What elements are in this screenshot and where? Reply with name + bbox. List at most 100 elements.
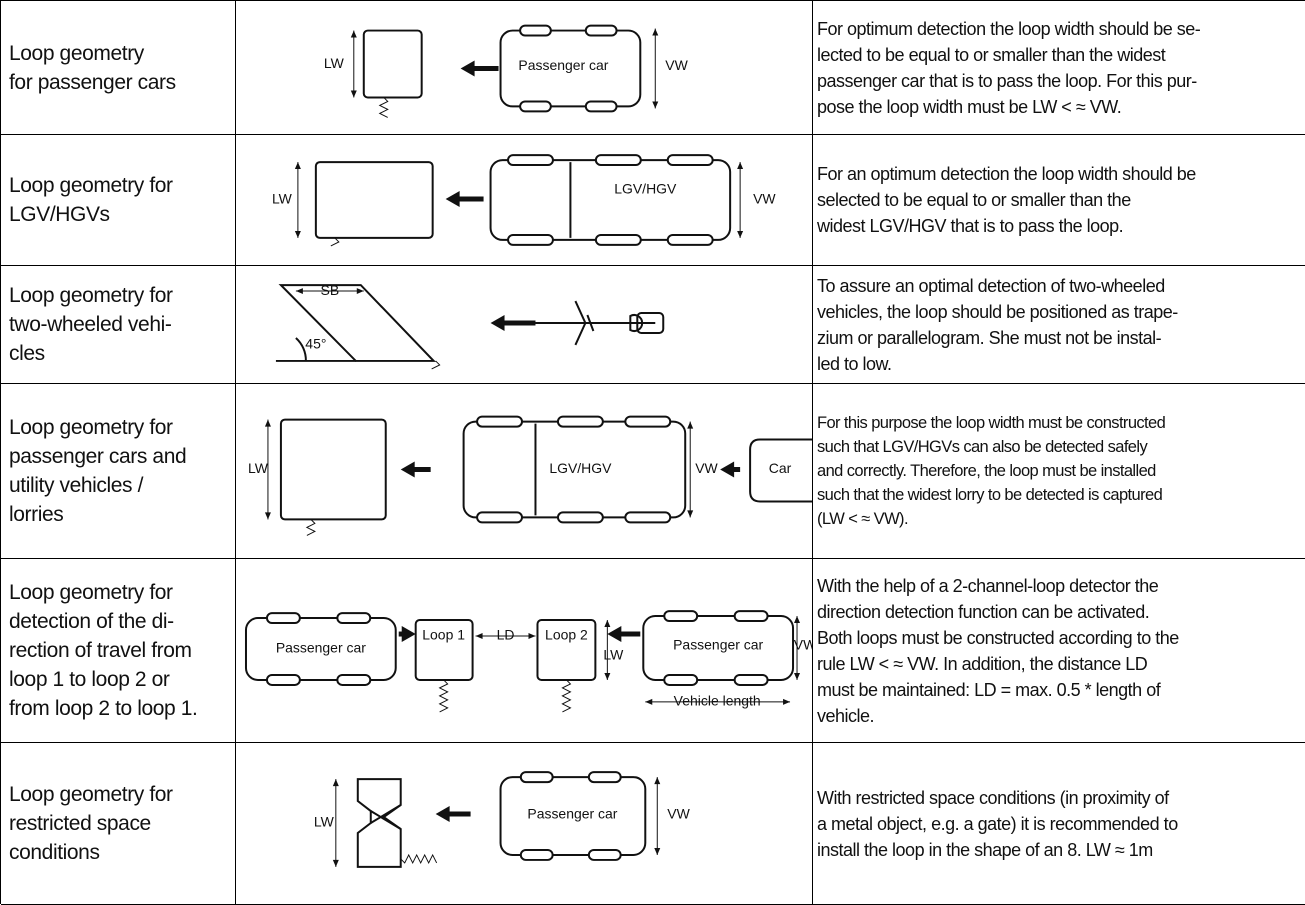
text-line: such that LGV/HGVs can also be detected … [817, 438, 1148, 456]
wheel [265, 673, 301, 686]
diagram-label: VW [667, 806, 690, 822]
vehicle-body [499, 29, 642, 108]
arrow-head [460, 60, 475, 77]
diagram: LW LGV/HGV VW Car [248, 415, 812, 536]
row-description: With restricted space conditions (in pro… [813, 743, 1305, 905]
row-label: Loop geometry for detection of the di-rec… [1, 559, 236, 743]
wheel [594, 154, 642, 167]
lead-wire [330, 237, 340, 247]
text-line: conditions [9, 841, 100, 864]
wheel [587, 771, 622, 784]
text-line: rection of travel from [9, 639, 192, 662]
wheel [666, 233, 714, 246]
text-line: vehicle. [817, 705, 875, 726]
row-label: Loop geometry for LGV/HGVs [1, 135, 236, 266]
row-label: Loop geometry for passenger cars [1, 1, 236, 135]
arrow-head [435, 806, 450, 823]
text-line: Loop geometry for [9, 416, 173, 439]
loop [314, 161, 434, 239]
row-label: Loop geometry for two-wheeled vehi-cles [1, 266, 236, 384]
text-line: vehicles, the loop should be positioned … [817, 301, 1178, 322]
text-line: zium or parallelogram. She must not be i… [817, 327, 1162, 348]
lead-wire [431, 360, 441, 370]
diagram-cell: LW LGV/HGV VW Car [236, 384, 813, 559]
two-wheeler [574, 300, 595, 346]
loop [362, 29, 423, 99]
arrow-head [400, 461, 415, 478]
wheel [624, 415, 672, 428]
text-line: With restricted space conditions (in pro… [817, 787, 1169, 808]
diagram-label: VW [753, 191, 776, 207]
loop [278, 284, 436, 362]
row-label: Loop geometry for passenger cars and utili… [1, 384, 236, 559]
text-line: for passenger cars [9, 70, 176, 94]
loop [279, 418, 387, 521]
text-line: install the loop in the shape of an 8. L… [817, 839, 1153, 860]
wheel [733, 673, 769, 686]
wheel [507, 154, 554, 167]
wheel [476, 415, 524, 428]
wheel [663, 673, 699, 686]
wheel [587, 848, 622, 861]
loop [356, 778, 402, 868]
text-line: With the help of a 2-channel-loop detect… [817, 575, 1159, 596]
wheel [556, 511, 604, 524]
vehicle-body [489, 159, 732, 241]
text-line: cles [9, 342, 45, 365]
diagram-cell: SB 45° [236, 266, 813, 384]
diagram: SB 45° [275, 282, 665, 370]
text-line: Loop geometry for [9, 174, 173, 197]
diagram-label: Passenger car [673, 637, 763, 653]
row-description: For optimum detection the loop width sho… [813, 1, 1305, 135]
dim-head [350, 30, 357, 98]
text-line: a metal object, e.g. a gate) it is recom… [817, 813, 1178, 834]
vehicle-body [244, 617, 397, 681]
wheel [336, 612, 372, 625]
lead-wire [305, 519, 316, 536]
vehicle-body [642, 615, 795, 681]
text-line: loop 1 to loop 2 or [9, 668, 170, 691]
wheel [584, 100, 618, 113]
wheel [594, 233, 642, 246]
diagram-label: VW [665, 57, 688, 73]
text-line: pose the loop width must be LW < ≈ VW. [817, 96, 1122, 117]
row-description: For an optimum detection the loop width … [813, 135, 1305, 266]
vehicle-body [499, 776, 647, 856]
text-line: Both loops must be constructed according… [817, 627, 1179, 648]
text-line: selected to be equal to or smaller than … [817, 190, 1131, 210]
text-line: rule LW < ≈ VW. In addition, the distanc… [817, 653, 1148, 674]
wheel [476, 511, 524, 524]
arrow-head [445, 191, 460, 207]
diagram-label: Passenger car [276, 640, 366, 656]
dim-head [475, 633, 536, 640]
text-line: utility vehicles / [9, 474, 144, 497]
arrow-head [720, 461, 735, 478]
diagram-cell: Passenger car Loop 1 LD Loop 2 LW Passenger c… [236, 559, 813, 743]
text-line: Loop geometry [9, 41, 144, 65]
wheel [584, 24, 618, 37]
text-line: To assure an optimal detection of two-wh… [817, 275, 1165, 296]
vehicle-body [749, 438, 812, 503]
wheel [336, 673, 372, 686]
diagram-label: 45° [305, 336, 326, 352]
diagram-label: LW [272, 191, 293, 207]
text-line: lected to be equal to or smaller than th… [817, 44, 1166, 65]
lead-wire [438, 679, 449, 713]
diagram-cell: LW Passenger car VW [236, 743, 813, 905]
text-line: For an optimum detection the loop width … [817, 164, 1196, 184]
diagram-label: SB [321, 282, 340, 298]
diagram: LW Passenger car VW [314, 771, 691, 868]
diagram-label: Vehicle length [674, 693, 761, 709]
loop-cross [370, 804, 402, 830]
dim-head [794, 616, 801, 680]
loop [636, 312, 665, 334]
text-line: lorries [9, 503, 64, 526]
wheel [733, 610, 769, 623]
diagram: Passenger car Loop 1 LD Loop 2 LW Passenger c… [244, 610, 812, 713]
text-line: led to low. [817, 353, 892, 374]
text-line: and correctly. Therefore, the loop must … [817, 462, 1156, 480]
diagram-label: LW [248, 460, 269, 476]
dim-head [295, 288, 364, 295]
text-line: two-wheeled vehi- [9, 313, 172, 336]
